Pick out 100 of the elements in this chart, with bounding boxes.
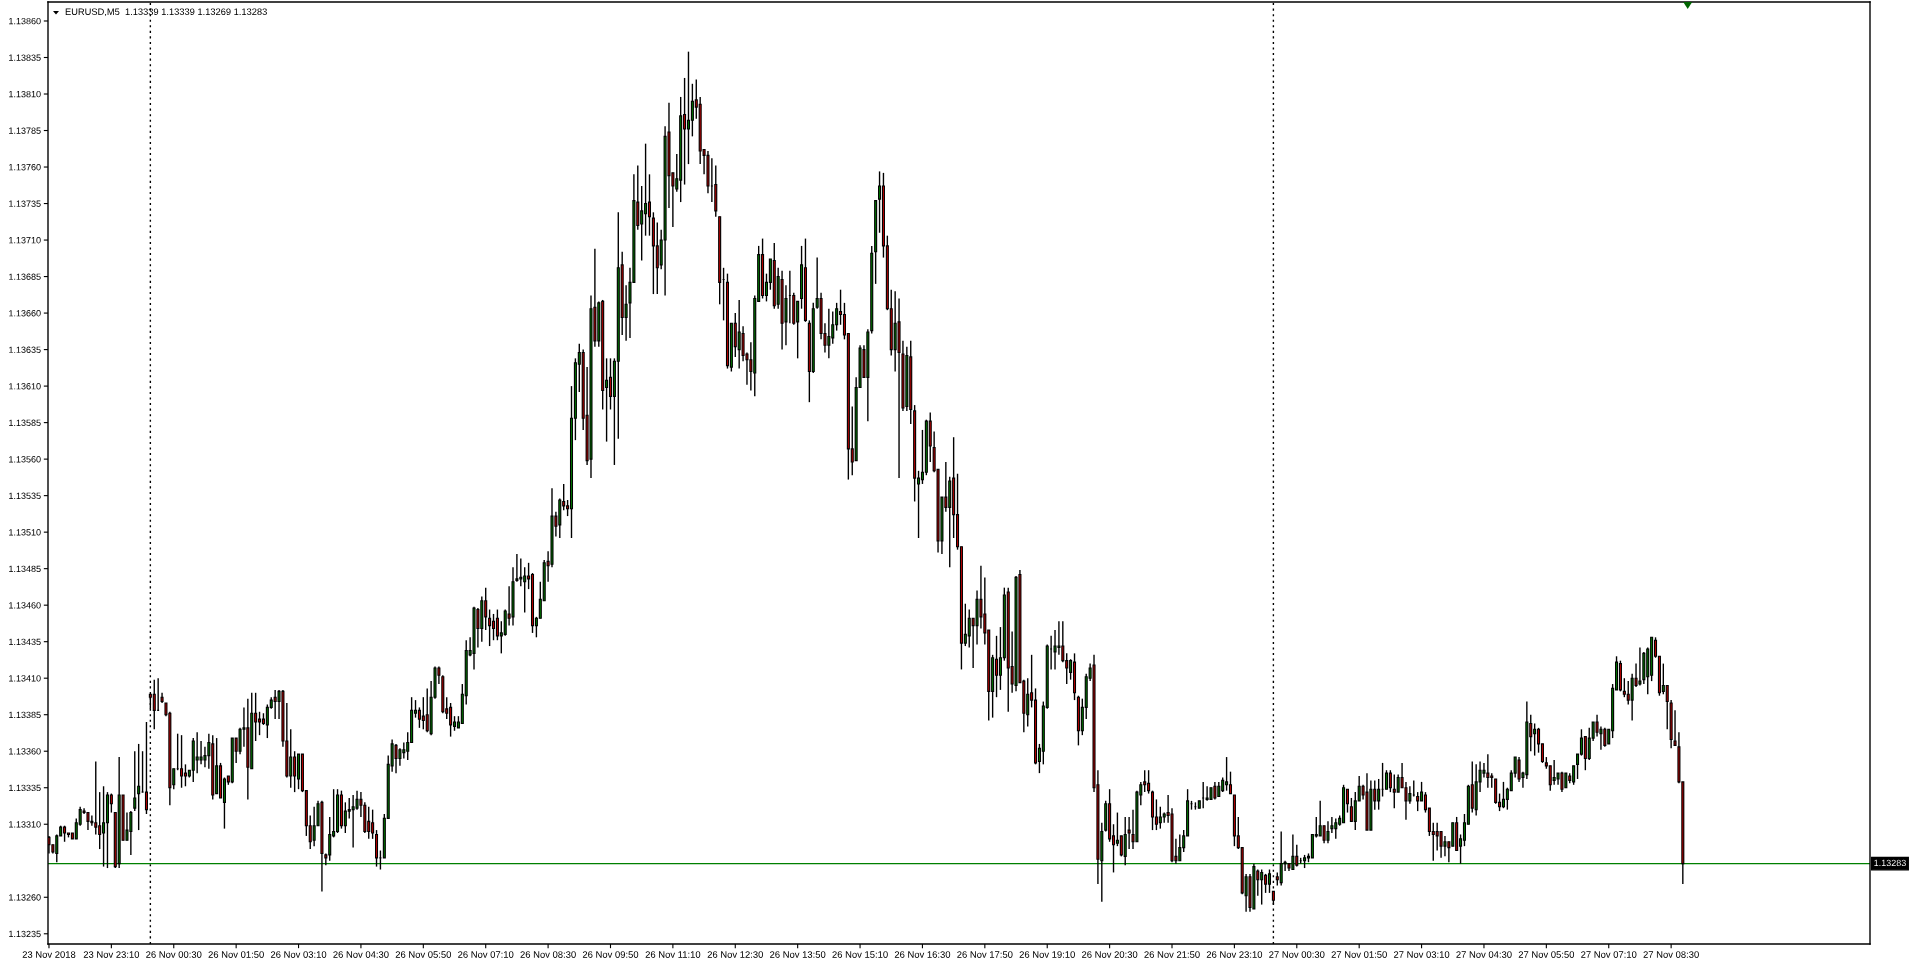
candlestick: [421, 696, 425, 731]
x-tick-label: 26 Nov 15:10: [832, 951, 888, 958]
candlestick: [1392, 773, 1396, 809]
candlestick: [195, 731, 199, 774]
candlestick: [1201, 781, 1205, 809]
candlestick: [1451, 822, 1455, 847]
candlestick: [265, 703, 269, 739]
candlestick: [1404, 781, 1408, 821]
candlestick: [425, 687, 429, 733]
candlestick: [144, 721, 148, 815]
candlestick: [1310, 833, 1314, 859]
candlestick: [1435, 822, 1439, 852]
x-tick-label: 26 Nov 17:50: [957, 951, 1013, 958]
candlestick: [995, 635, 999, 698]
candlestick: [1295, 843, 1299, 868]
x-tick-label: 27 Nov 00:30: [1269, 951, 1325, 958]
candlestick: [1583, 735, 1587, 771]
y-tick-label: 1.13760: [9, 164, 41, 171]
x-tick-label: 26 Nov 00:30: [146, 951, 202, 958]
candlestick: [491, 613, 496, 641]
y-tick-label: 1.13385: [9, 711, 41, 719]
candlestick: [1267, 868, 1272, 894]
candlestick: [367, 806, 371, 840]
candlestick: [655, 221, 659, 295]
candlestick: [98, 791, 102, 850]
x-tick-label: 26 Nov 01:50: [208, 951, 264, 958]
x-tick-label: 27 Nov 03:10: [1393, 951, 1450, 958]
y-tick-label: 1.13360: [9, 748, 41, 755]
candlestick: [94, 760, 98, 836]
x-tick-label: 26 Nov 19:10: [1019, 951, 1075, 958]
x-tick-label: 27 Nov 08:30: [1643, 951, 1699, 958]
candlestick: [137, 743, 141, 831]
candlestick: [1494, 778, 1498, 805]
x-tick-label: 27 Nov 04:30: [1456, 951, 1512, 958]
x-tick-label: 27 Nov 07:10: [1581, 951, 1637, 958]
y-tick-label: 1.13660: [9, 310, 41, 317]
y-tick-label: 1.13585: [9, 419, 41, 426]
candlestick: [258, 711, 262, 736]
x-tick-label: 26 Nov 03:10: [270, 951, 327, 958]
candlestick: [417, 706, 421, 729]
x-tick-label: 26 Nov 12:30: [707, 951, 763, 958]
x-tick-label: 26 Nov 09:50: [582, 951, 639, 958]
y-tick-label: 1.13685: [9, 273, 41, 280]
candlestick: [1291, 833, 1295, 871]
y-tick-label: 1.13335: [9, 784, 41, 792]
candlestick: [523, 566, 527, 614]
candlestick: [1228, 770, 1233, 795]
x-tick-label: 23 Nov 2018: [22, 951, 76, 958]
x-tick-label: 27 Nov 01:50: [1331, 951, 1387, 958]
candlestick: [1384, 769, 1389, 790]
x-tick-label: 26 Nov 04:30: [333, 951, 389, 958]
y-tick-label: 1.13310: [9, 821, 41, 828]
y-tick-label: 1.13610: [9, 383, 41, 390]
candlestick: [1178, 833, 1182, 862]
candlestick: [1147, 769, 1151, 795]
candlestick: [1552, 759, 1556, 786]
candlestick: [686, 50, 691, 165]
candlestick: [1443, 835, 1447, 858]
x-tick-label: 26 Nov 08:30: [520, 951, 576, 958]
candlestick: [199, 740, 203, 766]
y-tick-label: 1.13835: [9, 54, 41, 61]
candlestick: [683, 77, 687, 186]
x-tick-label: 26 Nov 20:30: [1082, 951, 1138, 958]
y-tick-label: 1.13435: [9, 638, 41, 646]
candlestick: [1626, 680, 1630, 706]
candlestick: [180, 734, 184, 789]
y-tick-label: 1.13485: [9, 565, 41, 573]
candlestick: [402, 741, 406, 760]
candlestick: [1416, 791, 1420, 812]
candlestick: [374, 829, 379, 868]
candlestick: [690, 83, 694, 138]
candlestick: [484, 586, 488, 631]
candlestick: [133, 750, 137, 812]
x-tick-label: 26 Nov 11:10: [645, 951, 701, 958]
candlestick: [1326, 820, 1330, 844]
candlestick: [1638, 646, 1642, 687]
candlestick: [1260, 868, 1264, 906]
candlestick: [1334, 817, 1338, 840]
y-tick-label: 1.13810: [9, 90, 41, 98]
candlestick: [519, 557, 523, 587]
ref-line-label: 1.13283: [1874, 859, 1906, 867]
y-tick-label: 1.13510: [9, 529, 41, 536]
y-tick-label: 1.13860: [9, 17, 41, 25]
y-tick-label: 1.13735: [9, 200, 41, 207]
x-tick-label: 26 Nov 21:50: [1144, 951, 1200, 958]
x-tick-label: 26 Nov 13:50: [770, 951, 826, 958]
y-tick-label: 1.13460: [9, 602, 41, 609]
candlestick: [289, 728, 293, 789]
y-tick-label: 1.13535: [9, 492, 41, 499]
candlestick: [351, 794, 355, 849]
x-tick-label: 27 Nov 05:50: [1518, 951, 1575, 958]
candlestick: [1318, 800, 1322, 837]
candlestick: [644, 142, 648, 237]
candlestick: [608, 357, 613, 411]
candlestick: [1225, 756, 1229, 792]
candlestick: [827, 308, 831, 360]
candlestick: [1388, 769, 1392, 793]
candlestick: [293, 750, 297, 793]
x-tick-label: 23 Nov 23:10: [83, 951, 140, 958]
candlestick: [129, 810, 133, 856]
